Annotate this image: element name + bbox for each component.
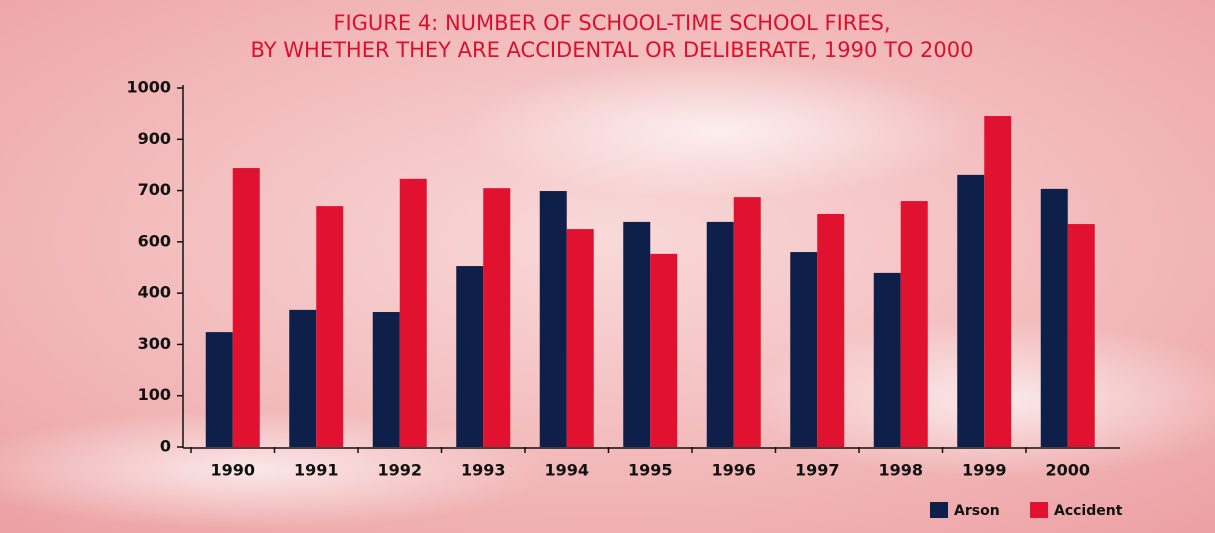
x-tick-label: 1991 <box>294 461 339 480</box>
bar <box>205 332 233 447</box>
x-tick-label: 1994 <box>544 461 589 480</box>
legend-swatch <box>930 502 948 518</box>
y-tick-label: 100 <box>138 385 171 404</box>
bar <box>539 191 567 447</box>
legend-label: Accident <box>1054 503 1123 519</box>
y-tick-label: 400 <box>138 283 171 302</box>
legend-swatch <box>1030 502 1048 518</box>
y-tick-label: 700 <box>138 180 171 199</box>
bar <box>957 174 985 448</box>
bar <box>706 221 734 447</box>
bar <box>984 116 1012 447</box>
x-tick-label: 1993 <box>461 461 506 480</box>
x-tick-label: 2000 <box>1045 461 1090 480</box>
bar <box>399 178 427 447</box>
bar <box>456 266 484 447</box>
legend-label: Arson <box>954 503 1000 519</box>
bar <box>372 312 400 447</box>
x-tick-label: 1999 <box>962 461 1007 480</box>
bar <box>790 252 818 447</box>
y-tick-label: 600 <box>138 231 171 250</box>
y-tick-label: 900 <box>138 129 171 148</box>
bar <box>733 197 761 447</box>
smoke <box>460 60 980 200</box>
bar <box>566 229 594 447</box>
y-tick-label: 1000 <box>126 78 171 97</box>
bar <box>232 168 260 447</box>
bar <box>483 188 511 447</box>
x-tick-label: 1997 <box>795 461 840 480</box>
bar <box>1040 188 1068 447</box>
bar <box>289 309 317 447</box>
bar <box>873 272 901 447</box>
bar <box>900 201 928 447</box>
y-tick-label: 300 <box>138 334 171 353</box>
x-tick-label: 1996 <box>711 461 756 480</box>
bar <box>623 221 651 447</box>
y-tick-label: 0 <box>160 437 171 456</box>
x-tick-label: 1998 <box>878 461 923 480</box>
bar <box>1067 224 1095 447</box>
x-tick-label: 1992 <box>377 461 422 480</box>
bar <box>316 206 344 447</box>
bar <box>650 253 678 447</box>
chart-title: FIGURE 4: NUMBER OF SCHOOL-TIME SCHOOL F… <box>333 11 890 35</box>
x-tick-label: 1990 <box>210 461 255 480</box>
bar <box>817 214 845 447</box>
x-tick-label: 1995 <box>628 461 673 480</box>
chart-subtitle: BY WHETHER THEY ARE ACCIDENTAL OR DELIBE… <box>251 38 974 62</box>
